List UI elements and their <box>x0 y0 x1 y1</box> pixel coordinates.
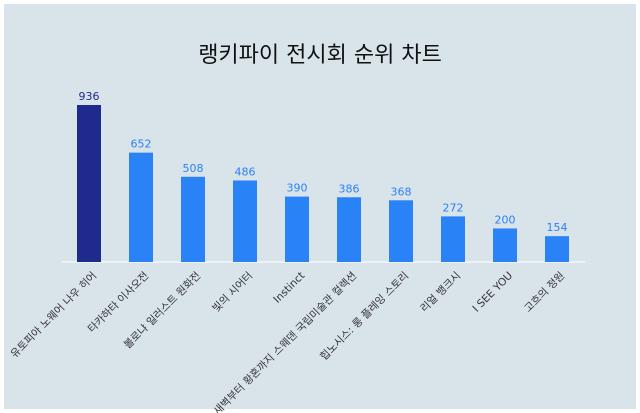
bar <box>233 180 257 262</box>
value-label: 652 <box>131 138 152 151</box>
value-label: 390 <box>287 182 308 195</box>
value-label: 200 <box>495 213 516 226</box>
bar <box>129 152 153 262</box>
value-label: 368 <box>391 185 412 198</box>
value-label: 936 <box>79 90 100 103</box>
bar <box>493 228 517 262</box>
value-label: 386 <box>339 182 360 195</box>
bar <box>285 196 309 262</box>
bar <box>441 216 465 262</box>
value-label: 272 <box>443 201 464 214</box>
chart-title: 랭키파이 전시회 순위 차트 <box>198 43 442 68</box>
bar <box>181 176 205 262</box>
value-label: 154 <box>547 221 568 234</box>
background <box>4 4 636 409</box>
bar <box>545 236 569 262</box>
value-label: 486 <box>235 165 256 178</box>
bar <box>337 197 361 262</box>
value-label: 508 <box>183 162 204 175</box>
bar <box>77 105 101 262</box>
bar <box>389 200 413 262</box>
